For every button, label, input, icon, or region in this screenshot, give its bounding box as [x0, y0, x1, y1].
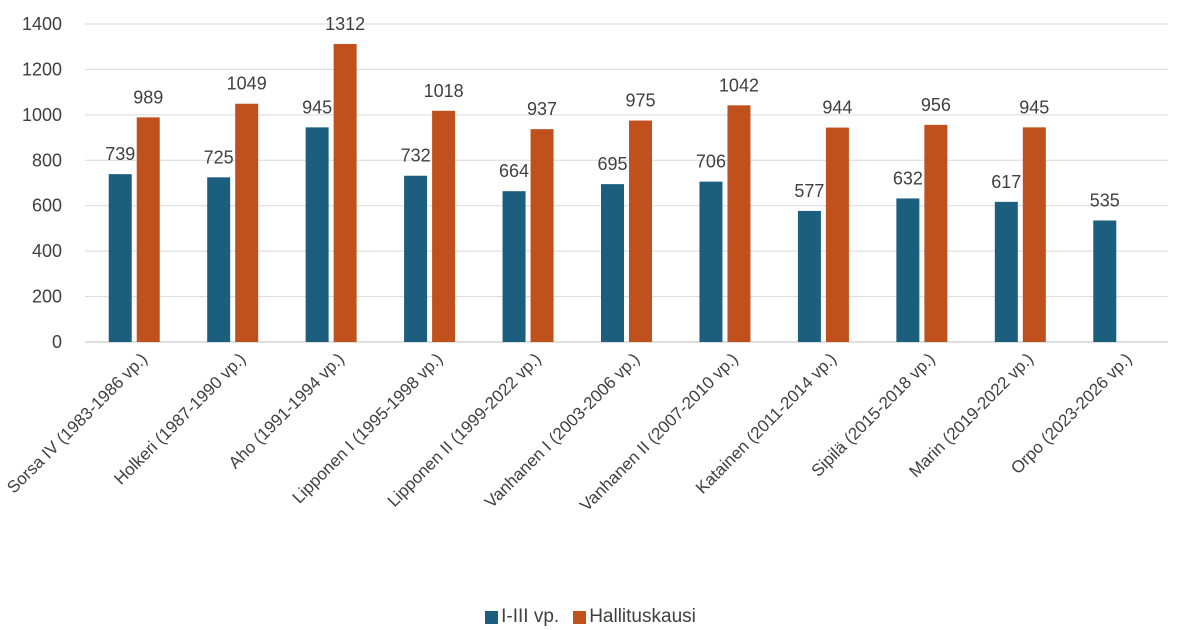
- bar-series-2: [1022, 127, 1046, 342]
- bar-series-2: [235, 103, 259, 342]
- legend-label-series-2: Hallituskausi: [589, 606, 696, 627]
- data-label: 725: [204, 147, 234, 167]
- data-label: 732: [401, 146, 431, 166]
- data-label: 975: [625, 91, 655, 111]
- data-label: 1018: [424, 81, 464, 101]
- bar-series-1: [207, 177, 231, 342]
- bar-series-2: [924, 124, 948, 342]
- bar-series-1: [699, 181, 723, 342]
- y-tick-label: 1000: [22, 105, 62, 125]
- legend-swatch-series-2: [573, 610, 587, 624]
- x-tick-label: Vanhanen II (2007-2010 vp.): [576, 349, 742, 515]
- data-label: 617: [991, 172, 1021, 192]
- x-tick-label: Vanhanen I (2003-2006 vp.): [481, 349, 643, 511]
- bar-series-1: [502, 191, 526, 342]
- legend-item-series-1: I-III vp.: [485, 606, 559, 628]
- data-label: 1312: [325, 14, 365, 34]
- y-tick-label: 1400: [22, 14, 62, 34]
- legend: I-III vp. Hallituskausi: [0, 606, 1181, 628]
- bar-series-1: [994, 201, 1018, 342]
- data-label: 664: [499, 161, 529, 181]
- legend-swatch-series-1: [485, 610, 499, 624]
- bar-series-1: [797, 210, 821, 342]
- bar-series-2: [629, 120, 652, 343]
- data-label: 945: [1019, 97, 1049, 117]
- data-label: 706: [696, 152, 726, 172]
- bar-series-2: [727, 105, 751, 343]
- bar-series-1: [404, 175, 428, 342]
- bar-series-2: [530, 129, 554, 342]
- bar-series-1: [896, 198, 920, 342]
- y-tick-label: 1200: [22, 59, 62, 79]
- data-label: 945: [302, 97, 332, 117]
- y-tick-label: 600: [32, 196, 62, 216]
- data-label: 937: [527, 99, 557, 119]
- bar-series-1: [601, 184, 624, 342]
- y-tick-label: 200: [32, 287, 62, 307]
- bar-series-1: [305, 127, 329, 342]
- data-label: 739: [105, 144, 135, 164]
- data-label: 1049: [227, 74, 267, 94]
- bar-series-1: [1093, 220, 1117, 342]
- legend-label-series-1: I-III vp.: [501, 606, 560, 627]
- data-label: 989: [133, 87, 163, 107]
- legend-item-series-2: Hallituskausi: [573, 606, 696, 628]
- data-label: 1042: [719, 75, 759, 95]
- data-label: 695: [597, 154, 627, 174]
- y-tick-label: 800: [32, 150, 62, 170]
- bar-series-2: [136, 117, 160, 342]
- bar-series-1: [108, 174, 132, 342]
- bar-series-2: [432, 110, 456, 342]
- data-label: 535: [1090, 190, 1120, 210]
- data-label: 956: [921, 95, 951, 115]
- data-label: 632: [893, 168, 923, 188]
- data-label: 577: [794, 181, 824, 201]
- y-tick-label: 400: [32, 241, 62, 261]
- data-label: 944: [822, 98, 852, 118]
- bar-series-2: [825, 127, 849, 342]
- y-tick-label: 0: [52, 332, 62, 352]
- bar-series-2: [333, 43, 357, 342]
